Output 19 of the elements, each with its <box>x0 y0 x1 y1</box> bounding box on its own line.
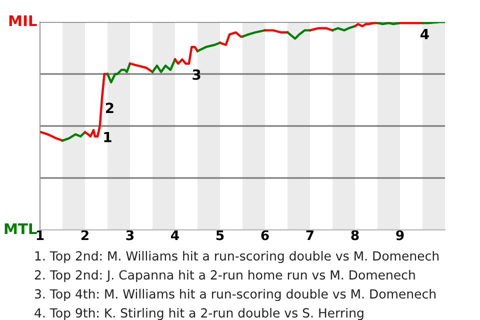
x-tick-label: 7 <box>306 230 314 240</box>
x-tick-label: 1 <box>36 230 44 240</box>
annotation: 1 <box>104 132 112 142</box>
text: 1. Top 2nd: M. Williams hit a run-scoring double vs M. Domenech <box>35 250 439 264</box>
x-tick-label: 4 <box>171 230 179 240</box>
text: 2. Top 2nd: J. Capanna hit a 2-run home run vs M. Domenech <box>34 270 415 282</box>
text: 3. Top 4th: M. Williams hit a run-scoring double vs M. Domenech <box>34 288 436 302</box>
annotation: 3 <box>192 69 200 80</box>
x-tick-label: 6 <box>261 230 269 240</box>
annotation: MTL <box>4 223 37 234</box>
annotation: 2 <box>106 102 114 113</box>
x-tick-label: 2 <box>81 230 88 240</box>
text: 4. Top 9th: K. Stirling hit a 2-run double vs S. Herring <box>34 308 364 320</box>
x-tick-label: 8 <box>351 230 359 240</box>
annotation: 4 <box>420 29 429 40</box>
x-tick-label: 5 <box>216 230 224 240</box>
x-tick-label: 9 <box>396 230 404 240</box>
annotation: MIL <box>9 15 37 26</box>
x-tick-label: 3 <box>126 230 134 240</box>
